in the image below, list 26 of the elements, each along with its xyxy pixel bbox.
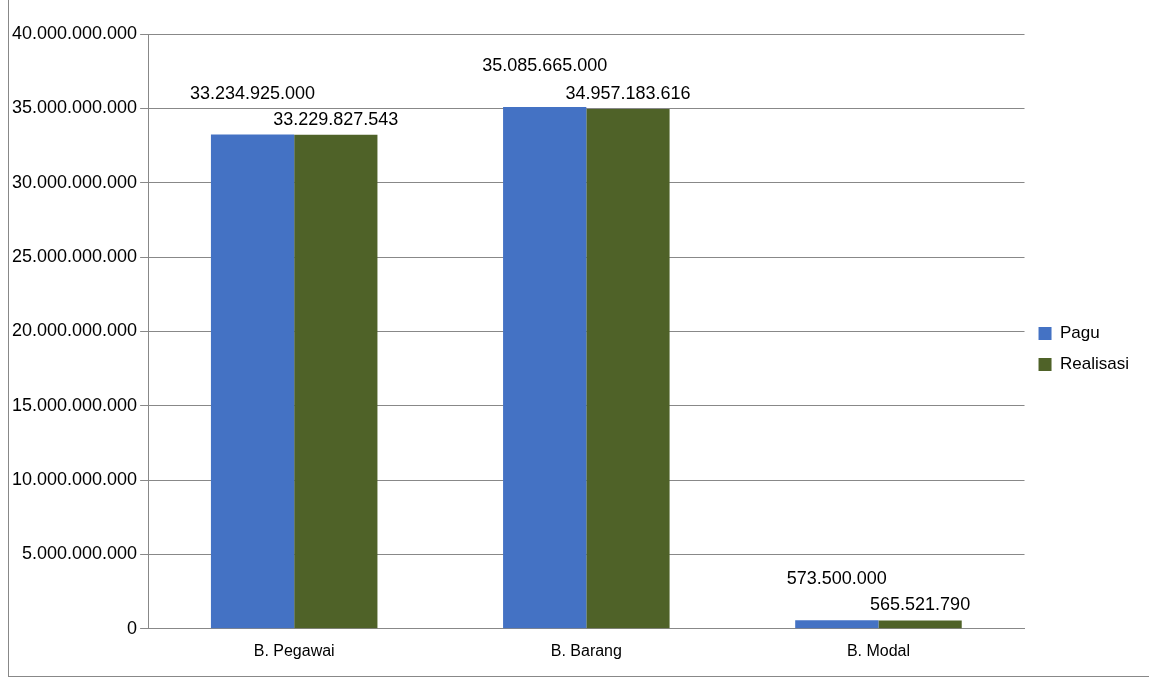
- bar: [586, 108, 670, 629]
- bar: [503, 107, 587, 629]
- y-tick-label: 5.000.000.000: [22, 543, 138, 564]
- x-tick-label: B. Barang: [550, 641, 622, 659]
- data-label: 565.521.790: [870, 594, 971, 615]
- y-tick-label: 15.000.000.000: [12, 394, 138, 415]
- y-tick-label: 25.000.000.000: [12, 246, 138, 267]
- data-label: 34.957.183.616: [565, 82, 691, 103]
- bar: [294, 134, 378, 629]
- y-tick-label: 35.000.000.000: [12, 97, 138, 118]
- x-tick-label: B. Modal: [846, 641, 911, 659]
- y-tick-label: 30.000.000.000: [12, 171, 138, 192]
- y-tick-label: 40.000.000.000: [12, 22, 138, 43]
- bar: [210, 134, 295, 629]
- x-tick-label: B. Pegawai: [253, 641, 335, 659]
- data-label: 33.234.925.000: [190, 82, 316, 103]
- legend-label: Pagu: [1060, 323, 1100, 343]
- bar: [878, 620, 962, 629]
- y-tick-label: 20.000.000.000: [12, 320, 138, 341]
- bar: [795, 620, 879, 629]
- data-label: 35.085.665.000: [482, 55, 608, 76]
- y-tick-label: 10.000.000.000: [12, 469, 138, 490]
- y-tick-label: 0: [127, 617, 138, 638]
- data-label: 573.500.000: [786, 568, 887, 589]
- data-label: 33.229.827.543: [273, 108, 399, 129]
- legend-label: Realisasi: [1060, 354, 1130, 374]
